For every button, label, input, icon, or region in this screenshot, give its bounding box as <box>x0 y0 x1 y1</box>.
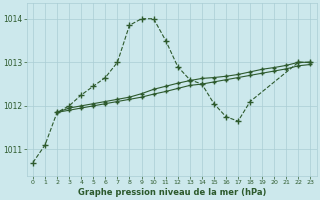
X-axis label: Graphe pression niveau de la mer (hPa): Graphe pression niveau de la mer (hPa) <box>77 188 266 197</box>
